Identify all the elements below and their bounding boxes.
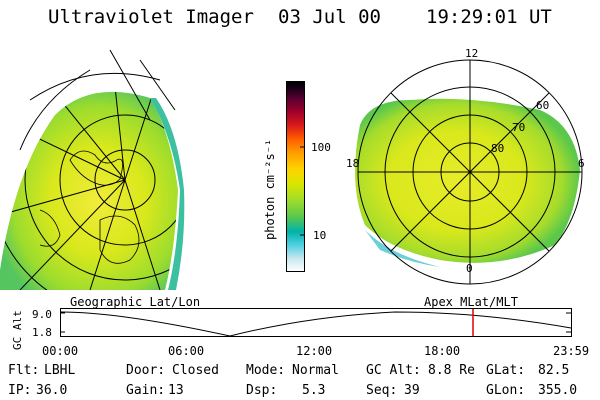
status-mode-value: Normal: [292, 363, 339, 378]
status-glon-label: GLon:: [486, 383, 526, 398]
altitude-ylabel: GC Alt: [11, 310, 24, 350]
status-gain-label: Gain:: [126, 383, 166, 398]
lat-circle: [24, 91, 178, 281]
lat-circle: [59, 114, 178, 246]
status-gcalt-value: 8.8 Re: [428, 363, 475, 378]
status-door-label: Door:: [126, 363, 166, 378]
altitude-plot: [60, 308, 572, 337]
status-glon-value: 355.0: [538, 383, 578, 398]
status-gcalt-label: GC Alt:: [366, 363, 421, 378]
colorbar: [286, 81, 305, 272]
mlat-label-60: 60: [536, 99, 550, 112]
status-filter-value: LBHL: [44, 363, 76, 378]
auroral-oval: [355, 98, 580, 263]
colorbar-tick-10: 10: [313, 229, 327, 242]
altitude-xtick-0: 00:00: [42, 344, 79, 358]
altitude-xtick-2: 12:00: [296, 344, 333, 358]
status-glat-value: 82.5: [538, 363, 570, 378]
status-mode-label: Mode:: [246, 363, 286, 378]
altitude-ytick-low: 1.8: [32, 326, 52, 339]
right-image-label: Apex MLat/MLT: [424, 295, 518, 309]
mlt-label-bottom: 0: [466, 262, 473, 275]
colorbar-unit-label: photon cm⁻²s⁻¹: [263, 138, 277, 240]
apex-polar-image: [355, 59, 583, 285]
left-image-label: Geographic Lat/Lon: [70, 295, 201, 309]
status-seq-label: Seq:: [366, 383, 398, 398]
geographic-image: [0, 49, 185, 290]
colorbar-tick-100: 100: [311, 141, 331, 154]
mlt-label-right: 6: [578, 157, 585, 170]
altitude-ytick-high: 9.0: [32, 308, 52, 321]
mlat-label-80: 80: [491, 142, 505, 155]
date-label: 03 Jul 00: [278, 6, 381, 28]
altitude-xtick-3: 18:00: [424, 344, 461, 358]
status-filter-label: Flt:: [8, 363, 40, 378]
altitude-xtick-4: 23:59: [553, 344, 590, 358]
status-dsp-label: Dsp:: [246, 383, 278, 398]
status-gain-value: 13: [168, 383, 184, 398]
altitude-xtick-1: 06:00: [168, 344, 205, 358]
status-ip-value: 36.0: [36, 383, 68, 398]
instrument-title: Ultraviolet Imager: [48, 6, 254, 28]
mlat-label-70: 70: [512, 121, 526, 134]
status-door-value: Closed: [172, 363, 219, 378]
earth-disk: [0, 91, 178, 290]
status-dsp-value: 5.3: [302, 383, 326, 398]
mlt-label-left: 18: [346, 157, 360, 170]
time-label: 19:29:01 UT: [426, 6, 552, 28]
status-glat-label: GLat:: [486, 363, 526, 378]
terminator-band: [150, 98, 185, 290]
mlt-label-top: 12: [465, 47, 479, 60]
altitude-curve: [60, 311, 572, 337]
status-ip-label: IP:: [8, 383, 32, 398]
lat-circle: [94, 149, 156, 211]
status-seq-value: 39: [404, 383, 420, 398]
